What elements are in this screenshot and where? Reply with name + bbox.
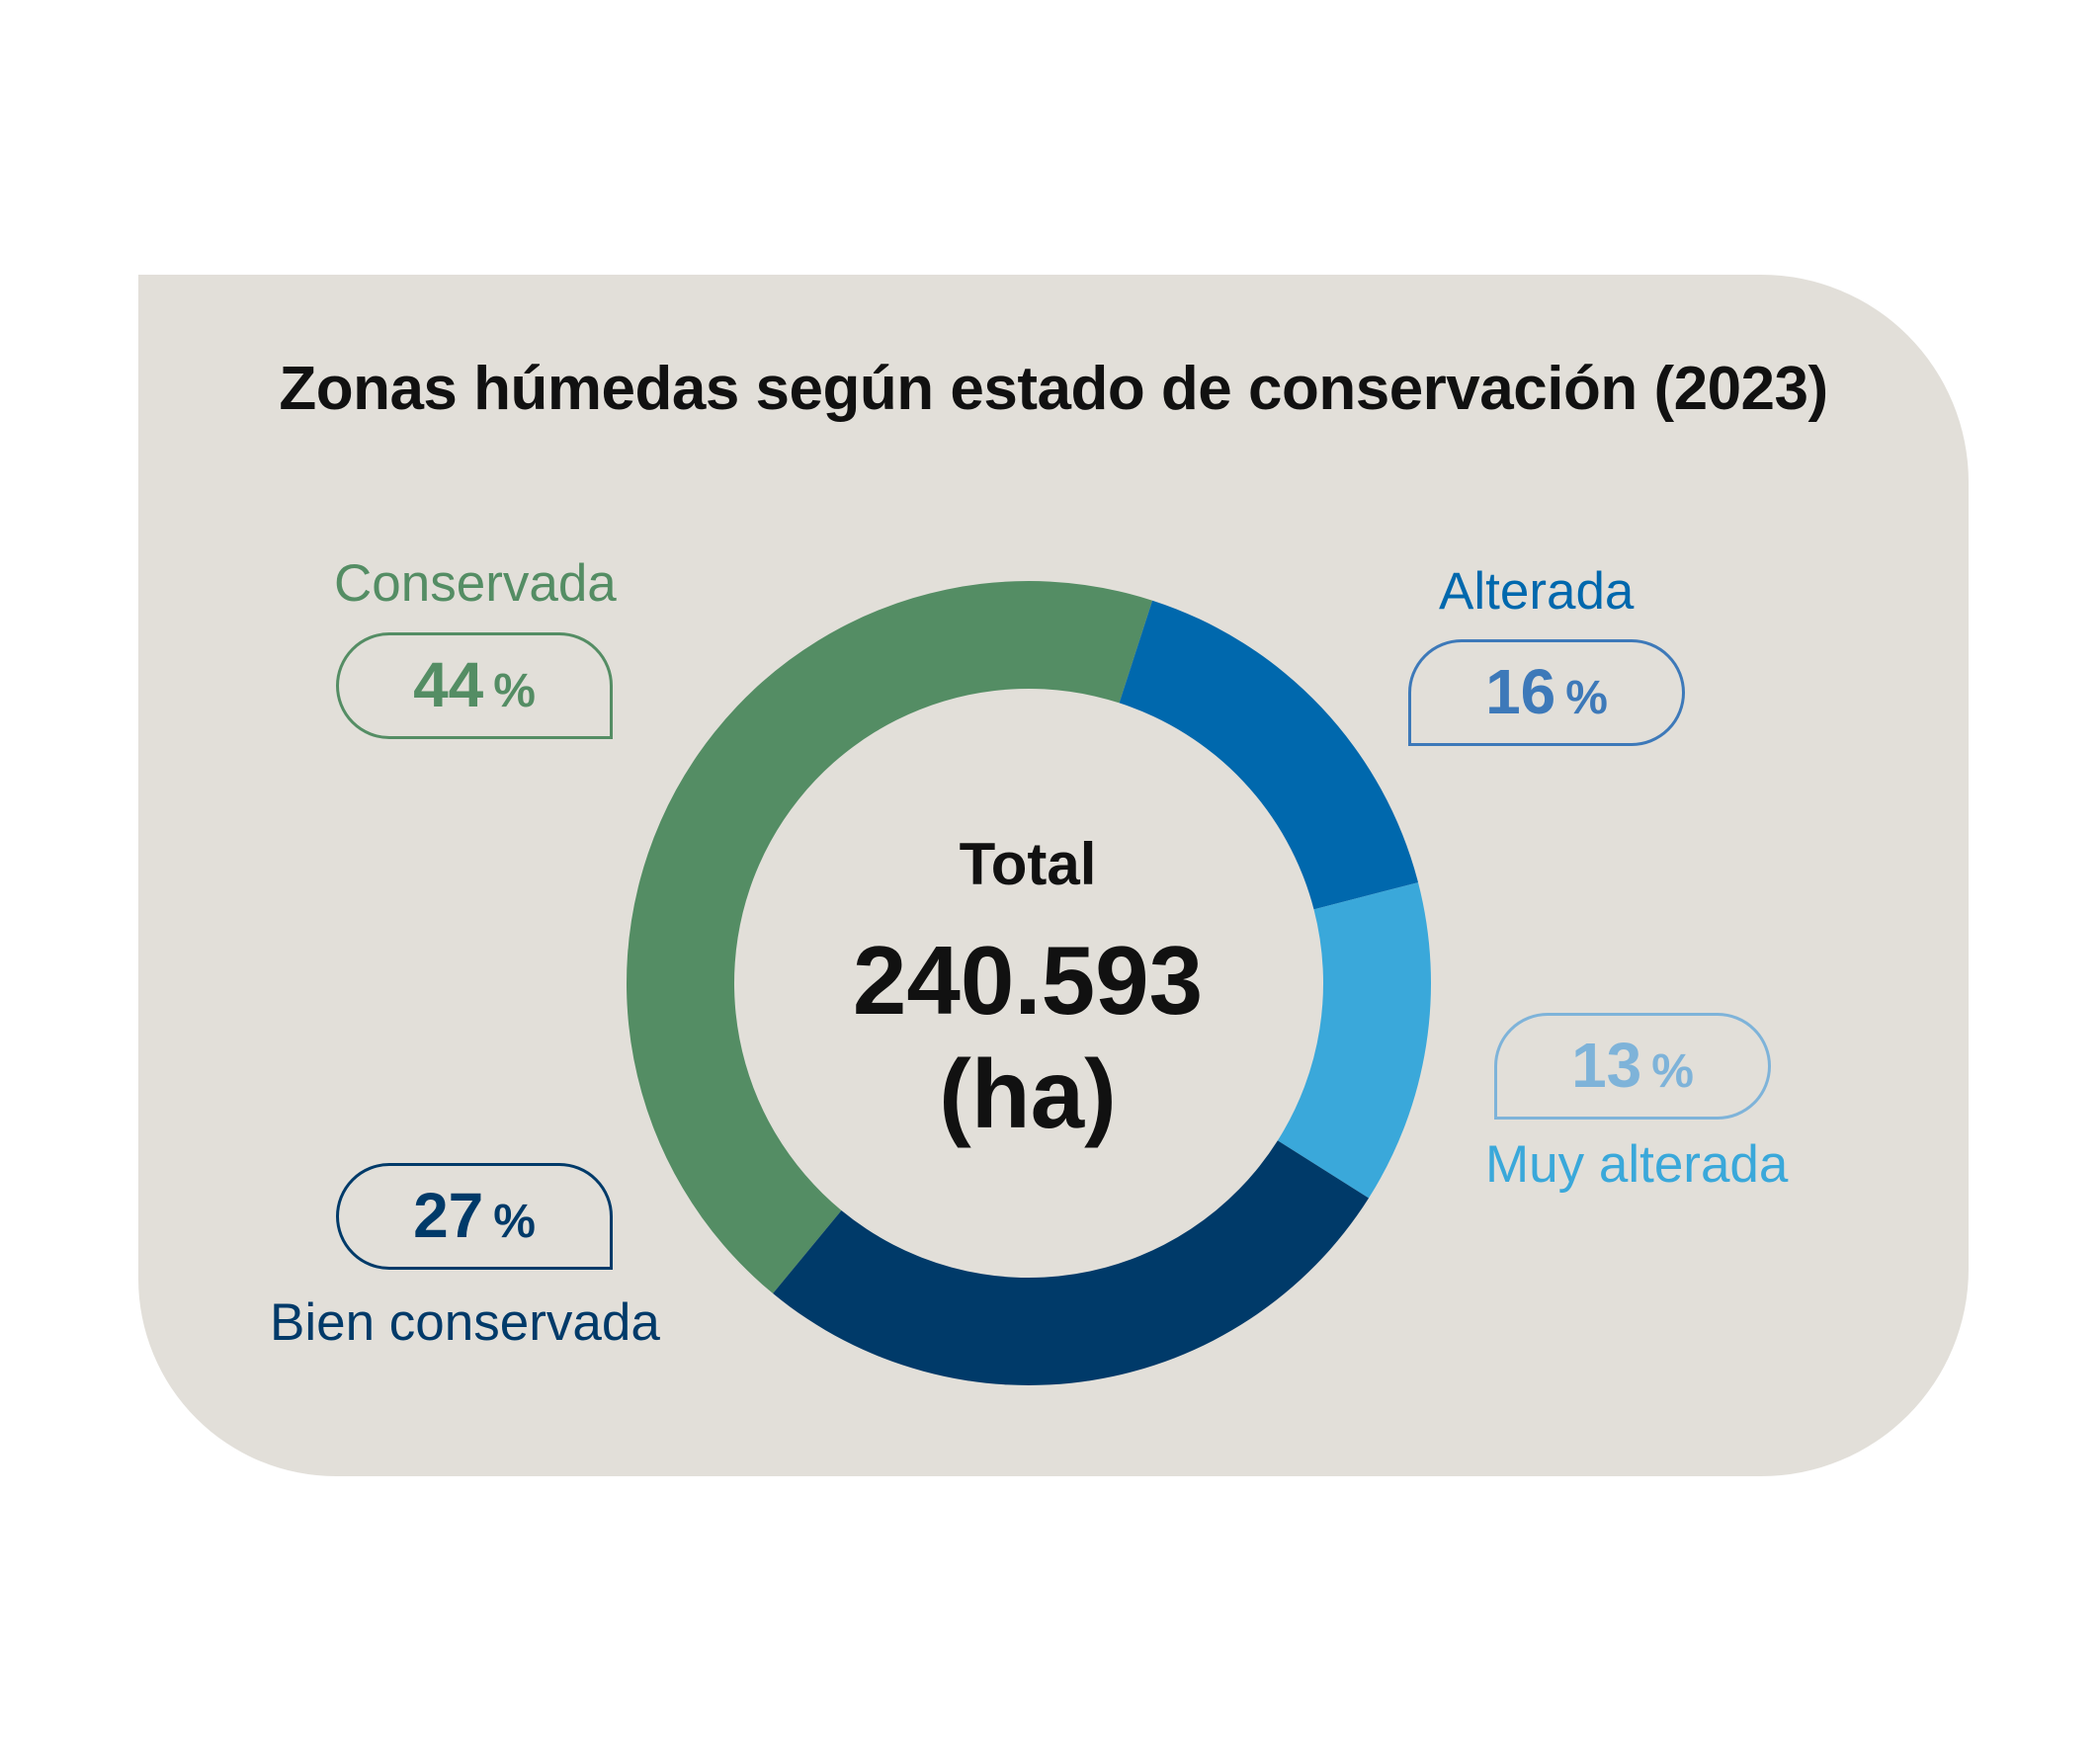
legend-label-bien-conservada: Bien conservada xyxy=(270,1293,660,1352)
donut-slice-conservada xyxy=(627,580,1153,1294)
center-value-block: 240.593 (ha) xyxy=(779,924,1277,1151)
legend-label-alterada: Alterada xyxy=(1439,562,1635,621)
unit-muy-alterada: % xyxy=(1651,1045,1694,1098)
chart-title: Zonas húmedas según estado de conservaci… xyxy=(279,355,1828,423)
value-pill-bien-conservada: 27% xyxy=(336,1163,613,1270)
donut-slice-alterada xyxy=(1119,600,1419,910)
value-muy-alterada: 13 xyxy=(1571,1030,1642,1101)
value-conservada: 44 xyxy=(413,649,484,720)
legend-label-muy-alterada: Muy alterada xyxy=(1485,1135,1789,1194)
value-pill-alterada: 16% xyxy=(1408,639,1685,746)
donut-slice-bien-conservada xyxy=(773,1140,1370,1385)
center-value: 240.593 xyxy=(852,926,1204,1035)
legend-label-conservada: Conservada xyxy=(334,554,617,613)
value-pill-conservada: 44% xyxy=(336,632,613,739)
unit-bien-conservada: % xyxy=(493,1196,536,1248)
donut-slice-muy-alterada xyxy=(1277,882,1431,1199)
chart-card xyxy=(138,275,1969,1476)
value-pill-muy-alterada: 13% xyxy=(1494,1013,1771,1120)
center-label: Total xyxy=(959,831,1097,897)
center-unit: (ha) xyxy=(939,1039,1117,1148)
unit-conservada: % xyxy=(493,665,536,717)
value-alterada: 16 xyxy=(1485,656,1556,727)
value-bien-conservada: 27 xyxy=(413,1180,484,1251)
unit-alterada: % xyxy=(1565,672,1608,724)
